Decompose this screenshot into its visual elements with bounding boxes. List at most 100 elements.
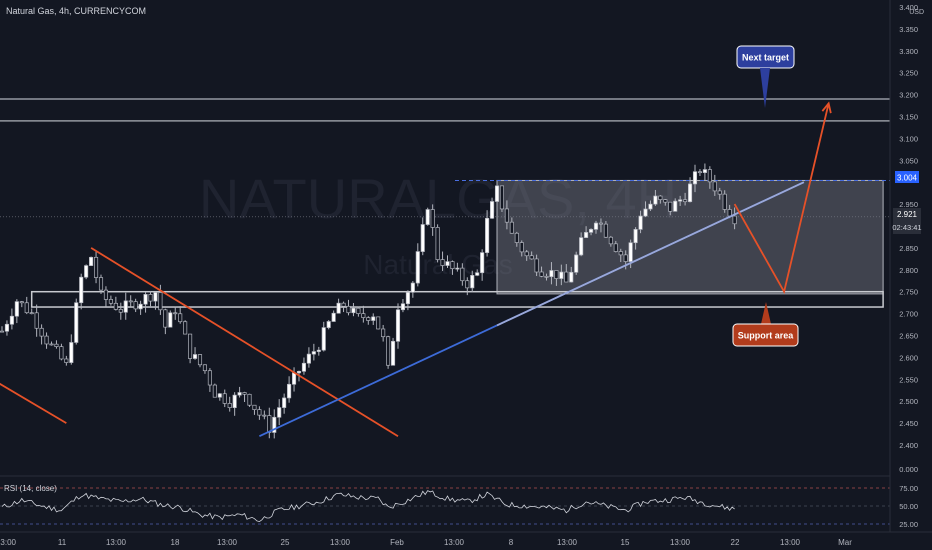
time-tick-label: 13:00 [444,538,465,547]
candle-down [183,321,188,335]
candle-down [0,330,5,333]
next-target-pointer [760,68,770,108]
price-tick-label: 2.400 [899,441,918,450]
time-tick-label: Mar [838,538,852,547]
candle-down [603,223,608,238]
candle-down [267,415,272,433]
price-tick-label: 3.350 [899,25,918,34]
candle-down [262,414,267,417]
candle-up [588,228,594,233]
symbol-watermark: NATURALGAS, 4H [199,167,677,230]
candle-up [653,195,658,205]
price-tick-label: 2.600 [899,353,918,362]
price-tick-label: 2.550 [899,375,918,384]
candle-up [470,275,475,289]
candle-down [133,301,138,310]
price-tick-label: 3.200 [899,91,918,100]
candle-up [4,323,10,332]
time-tick-label: 13:00 [670,538,691,547]
candle-up [549,270,554,278]
candle-up [351,307,356,314]
candle-down [460,267,465,282]
support-area-callout[interactable]: Support area [732,302,799,347]
candle-down [697,171,703,174]
candle-down [341,302,346,307]
candle-down [247,393,252,406]
candle-down [173,312,178,315]
candle-down [465,280,470,289]
candle-down [663,199,668,203]
candle-down [128,300,133,303]
candle-down [19,301,24,304]
candle-down [242,392,247,395]
candle-down [618,251,623,256]
candle-down [727,209,732,217]
price-tick-label: 0.000 [899,465,918,474]
candle-up [638,215,643,230]
candle-down [34,312,39,329]
rsi-tick-label: 25.00 [899,520,918,529]
candle-up [391,340,396,366]
candle-down [222,393,227,404]
candle-down [534,258,539,273]
candle-up [336,302,341,314]
level-tag-bg [895,171,919,183]
candle-up [306,353,311,364]
candle-up [425,209,430,225]
candle-up [311,351,316,355]
candle-up [593,222,599,230]
time-tick-label: 11 [58,538,67,547]
candle-down [499,185,505,210]
candle-down [148,294,153,302]
price-tick-label: 2.500 [899,397,918,406]
candle-up [316,349,321,352]
candle-up [410,282,415,293]
candle-up [143,294,148,305]
candle-up [475,272,480,276]
candle-down [529,255,534,260]
candle-up [277,407,282,418]
candle-down [435,227,440,260]
candle-up [321,327,326,351]
candle-down [158,292,163,311]
last-price-tag: 2.921 02:43:41 [892,208,922,234]
candle-up [138,303,143,310]
time-tick-label: 13:00 [780,538,801,547]
next-target-callout[interactable]: Next target [736,45,795,108]
candle-up [415,251,420,284]
price-tick-label: 3.250 [899,69,918,78]
candle-down [722,193,727,210]
time-axis[interactable] [0,532,932,550]
support-pointer [761,302,771,324]
candle-up [232,394,237,409]
candle-up [331,312,336,322]
price-axis[interactable] [890,0,932,532]
price-tick-label: 2.950 [899,200,918,209]
candle-down [366,317,371,321]
candle-down [227,403,232,409]
candle-down [504,208,509,223]
candle-up [455,267,460,270]
candle-up [405,291,410,305]
candle-down [188,333,193,359]
candle-down [197,354,203,366]
candle-down [108,299,113,304]
price-tick-label: 3.400 [899,3,918,12]
candle-up [574,254,579,273]
candle-up [193,354,198,359]
level-tag-text: 3.004 [897,174,918,183]
price-tick-label: 3.150 [899,113,918,122]
candle-up [69,342,74,363]
candle-up [74,302,79,343]
candle-down [386,336,391,366]
candle-down [207,370,212,386]
support-label: Support area [738,331,795,341]
time-tick-label: 8 [509,538,514,547]
candle-down [381,328,386,338]
candle-down [623,254,628,262]
candle-down [118,309,123,313]
candle-up [490,201,495,219]
candle-down [356,307,361,314]
candle-up [702,169,707,173]
